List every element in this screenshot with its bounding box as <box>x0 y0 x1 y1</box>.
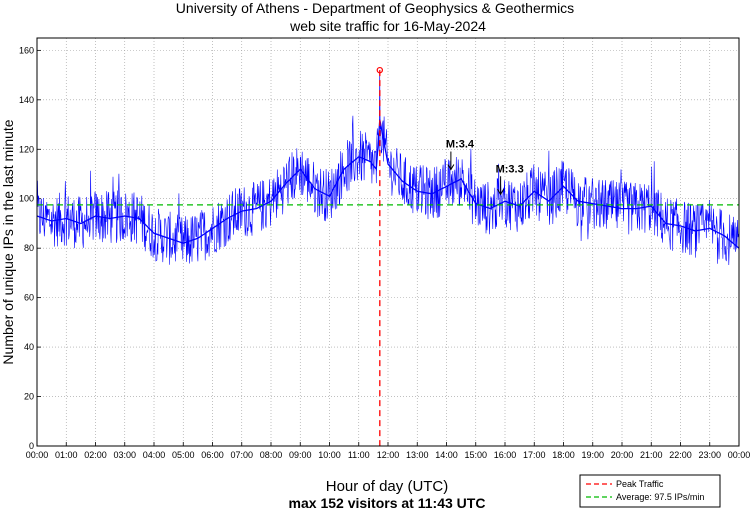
x-tick-label: 20:00 <box>611 450 634 460</box>
x-tick-label: 17:00 <box>523 450 546 460</box>
x-tick-label: 08:00 <box>260 450 283 460</box>
y-tick-label: 40 <box>24 342 34 352</box>
x-tick-label: 07:00 <box>230 450 253 460</box>
legend-peak-label: Peak Traffic <box>616 479 664 489</box>
legend: Peak Traffic Average: 97.5 IPs/min <box>579 474 721 508</box>
y-tick-label: 140 <box>19 95 34 105</box>
x-tick-label: 22:00 <box>669 450 692 460</box>
summary-text: max 152 visitors at 11:43 UTC <box>289 495 486 511</box>
peak-marker <box>376 66 384 74</box>
y-tick-label: 60 <box>24 293 34 303</box>
x-tick-label: 15:00 <box>464 450 487 460</box>
x-tick-label: 23:00 <box>698 450 721 460</box>
x-ticks: 00:00 01:00 02:00 03:00 04:00 05:00 06:00 07:00… <box>26 442 750 460</box>
traffic-series-line <box>36 70 740 266</box>
x-axis-label: Hour of day (UTC) <box>326 478 449 495</box>
x-tick-label: 12:00 <box>377 450 400 460</box>
annotation-label: M:3.3 <box>496 163 524 175</box>
annotation-arrow-head <box>497 188 505 196</box>
x-tick-label: 21:00 <box>640 450 663 460</box>
x-tick-label: 19:00 <box>581 450 604 460</box>
plot-frame <box>36 37 740 447</box>
annotations: M:3.4 M:3.3 <box>446 139 524 196</box>
chart-title: University of Athens - Department of Geo… <box>176 0 574 16</box>
y-tick-label: 120 <box>19 144 34 154</box>
y-tick-label: 100 <box>19 194 34 204</box>
grid <box>37 38 739 447</box>
annotation-label: M:3.4 <box>446 139 475 151</box>
x-tick-label: 06:00 <box>201 450 224 460</box>
legend-box <box>579 474 721 508</box>
y-tick-label: 0 <box>29 441 34 451</box>
x-tick-label: 09:00 <box>289 450 312 460</box>
legend-average-label: Average: 97.5 IPs/min <box>616 492 704 502</box>
chart-subtitle: web site traffic for 16-May-2024 <box>289 18 486 34</box>
x-tick-label: 04:00 <box>143 450 166 460</box>
x-tick-label: 03:00 <box>113 450 136 460</box>
x-tick-label: 11:00 <box>348 450 370 460</box>
y-tick-label: 80 <box>24 243 34 253</box>
annotation-arrow-head <box>447 164 455 171</box>
x-tick-label: 00:00 <box>728 450 750 460</box>
x-tick-label: 01:00 <box>55 450 78 460</box>
x-tick-label: 16:00 <box>494 450 517 460</box>
y-tick-label: 20 <box>24 392 34 402</box>
y-tick-label: 160 <box>19 45 34 55</box>
y-ticks: 0 20 40 60 80 100 120 140 160 <box>19 45 41 451</box>
x-tick-label: 18:00 <box>552 450 575 460</box>
x-tick-label: 05:00 <box>172 450 195 460</box>
x-tick-label: 02:00 <box>84 450 107 460</box>
x-tick-label: 14:00 <box>435 450 458 460</box>
x-tick-label: 00:00 <box>26 450 49 460</box>
y-axis-label: Number of unique IPs in the last minute <box>0 119 16 364</box>
x-tick-label: 10:00 <box>318 450 341 460</box>
x-tick-label: 13:00 <box>406 450 429 460</box>
